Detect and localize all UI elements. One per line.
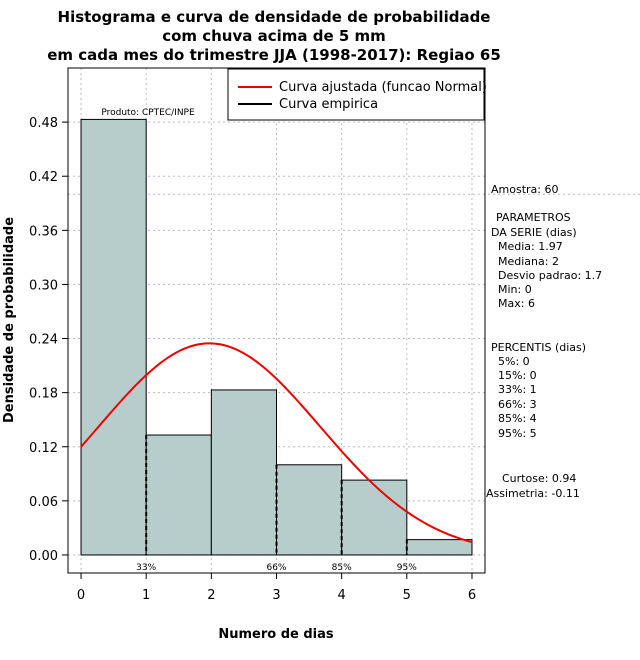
chart-title-line-3: em cada mes do trimestre JJA (1998-2017)… <box>47 46 501 64</box>
x-axis-label: Numero de dias <box>218 627 334 642</box>
histogram-bar-3 <box>276 464 343 556</box>
param-min: Min: 0 <box>498 283 532 296</box>
x-tick-label-4: 4 <box>338 588 346 603</box>
plot-frame <box>67 67 486 574</box>
params-title-1: PARAMETROS <box>496 211 571 224</box>
y-tick-label-6: 0.36 <box>29 224 58 239</box>
y-tick-label-7: 0.42 <box>29 170 58 185</box>
percentile-label-3: 95% <box>397 563 417 573</box>
y-tick-label-4: 0.24 <box>29 333 58 348</box>
histogram-bar-2 <box>210 389 277 556</box>
percentil-66: 66%: 3 <box>498 398 537 411</box>
param-max: Max: 6 <box>498 297 535 310</box>
percentil-5: 5%: 0 <box>498 355 530 368</box>
percentile-label-1: 66% <box>266 563 286 573</box>
percentil-95: 95%: 5 <box>498 427 537 440</box>
product-label: Produto: CPTEC/INPE <box>101 108 195 118</box>
percentile-markers-layer: 33% 66% 85% 95% <box>136 435 417 573</box>
y-tick-label-5: 0.30 <box>29 278 58 293</box>
percentil-33: 33%: 1 <box>498 383 537 396</box>
legend-fit-label: Curva ajustada (funcao Normal) <box>279 80 487 95</box>
x-tick-label-2: 2 <box>207 588 215 603</box>
params-title-2: DA SERIE (dias) <box>491 226 577 239</box>
y-tick-label-3: 0.18 <box>29 387 58 402</box>
assimetria-text: Assimetria: -0.11 <box>486 487 580 500</box>
x-tick-label-1: 1 <box>142 588 150 603</box>
percentil-15: 15%: 0 <box>498 369 537 382</box>
percentile-label-2: 85% <box>332 563 352 573</box>
legend-empirical-label: Curva empirica <box>279 97 378 112</box>
legend: Curva ajustada (funcao Normal) Curva emp… <box>227 68 487 121</box>
legend-box <box>227 68 485 121</box>
percentil-85: 85%: 4 <box>498 412 537 425</box>
param-media: Media: 1.97 <box>498 240 563 253</box>
y-tick-label-8: 0.48 <box>29 116 58 131</box>
chart-title-line-2: com chuva acima de 5 mm <box>162 27 386 45</box>
param-desvio: Desvio padrao: 1.7 <box>498 269 602 282</box>
curtose-text: Curtose: 0.94 <box>502 472 576 485</box>
histogram-bar-4 <box>341 479 408 556</box>
normal-fit-curve <box>80 342 473 544</box>
x-tick-label-6: 6 <box>468 588 476 603</box>
param-mediana: Mediana: 2 <box>498 255 559 268</box>
y-tick-label-2: 0.12 <box>29 441 58 456</box>
percentis-title: PERCENTIS (dias) <box>491 341 586 354</box>
side-panel: Amostra: 60 PARAMETROS DA SERIE (dias) M… <box>486 183 602 500</box>
x-tick-label-5: 5 <box>403 588 411 603</box>
histogram-bar-0 <box>80 118 147 556</box>
percentile-label-0: 33% <box>136 563 156 573</box>
x-tick-label-0: 0 <box>77 588 85 603</box>
histogram-bar-1 <box>145 434 212 556</box>
histogram-bar-5 <box>406 539 473 556</box>
y-tick-label-0: 0.00 <box>29 549 58 564</box>
y-tick-label-1: 0.06 <box>29 495 58 510</box>
chart-title-line-1: Histograma e curva de densidade de proba… <box>58 8 491 26</box>
x-tick-label-3: 3 <box>272 588 280 603</box>
amostra-text: Amostra: 60 <box>491 183 558 196</box>
y-axis-label: Densidade de probabilidade <box>2 217 17 423</box>
bars-layer <box>80 118 473 556</box>
